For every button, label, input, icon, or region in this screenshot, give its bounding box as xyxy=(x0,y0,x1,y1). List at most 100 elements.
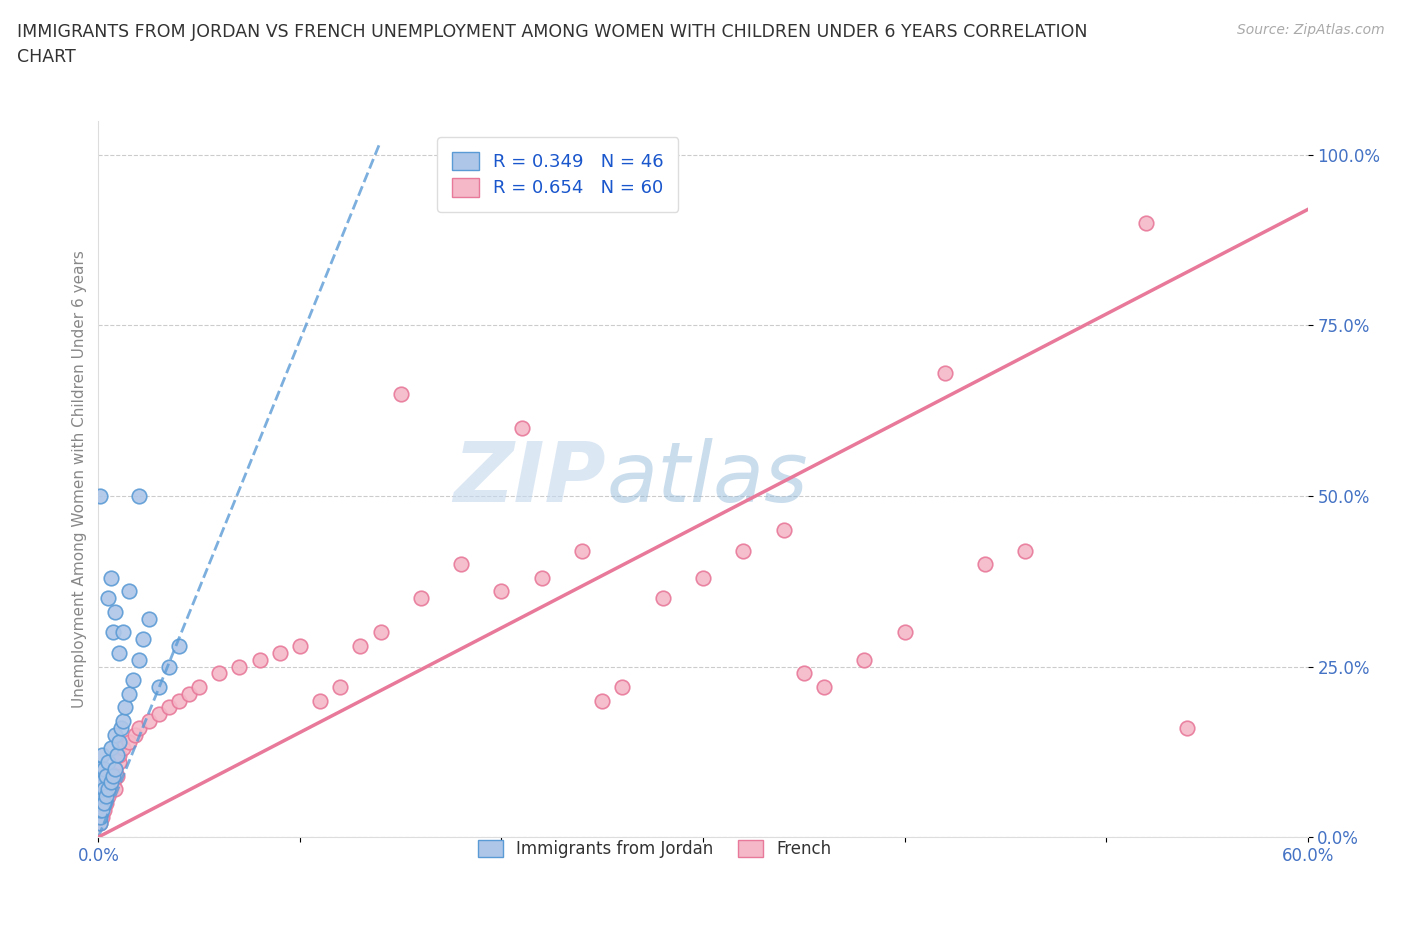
Immigrants from Jordan xyxy=(105,748,128,763)
Immigrants from Jordan xyxy=(89,816,111,830)
French xyxy=(96,795,118,810)
French xyxy=(97,789,120,804)
French xyxy=(167,693,190,708)
French xyxy=(188,680,211,695)
French xyxy=(491,584,513,599)
Immigrants from Jordan xyxy=(91,748,114,763)
Immigrants from Jordan xyxy=(101,625,124,640)
Immigrants from Jordan xyxy=(89,809,111,824)
French xyxy=(107,748,129,763)
French xyxy=(100,782,122,797)
Immigrants from Jordan xyxy=(89,795,111,810)
French xyxy=(101,775,124,790)
French xyxy=(91,789,114,804)
French xyxy=(96,775,118,790)
French xyxy=(329,680,352,695)
French xyxy=(93,782,115,797)
French xyxy=(269,645,291,660)
Immigrants from Jordan xyxy=(128,488,150,503)
French xyxy=(228,659,250,674)
Immigrants from Jordan xyxy=(89,803,111,817)
Immigrants from Jordan xyxy=(103,727,125,742)
Immigrants from Jordan xyxy=(138,611,160,626)
Immigrants from Jordan xyxy=(121,672,143,687)
French xyxy=(91,803,114,817)
French xyxy=(389,386,412,401)
French xyxy=(249,652,271,667)
French xyxy=(692,570,714,585)
Immigrants from Jordan xyxy=(100,741,122,756)
Immigrants from Jordan xyxy=(157,659,180,674)
Immigrants from Jordan xyxy=(148,680,170,695)
French xyxy=(1014,543,1036,558)
French xyxy=(124,727,146,742)
Immigrants from Jordan xyxy=(107,734,129,749)
French xyxy=(934,365,956,380)
Immigrants from Jordan xyxy=(167,639,190,654)
French xyxy=(612,680,634,695)
Immigrants from Jordan xyxy=(100,775,122,790)
French xyxy=(105,768,128,783)
French xyxy=(89,816,111,830)
Immigrants from Jordan xyxy=(103,762,125,777)
French xyxy=(128,721,150,736)
French xyxy=(772,523,794,538)
French xyxy=(651,591,673,605)
French xyxy=(530,570,553,585)
Immigrants from Jordan xyxy=(89,789,111,804)
Immigrants from Jordan xyxy=(89,488,111,503)
Legend: Immigrants from Jordan, French: Immigrants from Jordan, French xyxy=(464,827,845,871)
Immigrants from Jordan xyxy=(97,782,120,797)
French xyxy=(107,754,129,769)
French xyxy=(591,693,613,708)
French xyxy=(409,591,432,605)
French xyxy=(148,707,170,722)
French xyxy=(118,734,141,749)
French xyxy=(1135,216,1157,231)
French xyxy=(89,809,111,824)
French xyxy=(733,543,755,558)
Immigrants from Jordan xyxy=(96,789,118,804)
Text: atlas: atlas xyxy=(606,438,808,520)
Text: IMMIGRANTS FROM JORDAN VS FRENCH UNEMPLOYMENT AMONG WOMEN WITH CHILDREN UNDER 6 : IMMIGRANTS FROM JORDAN VS FRENCH UNEMPLO… xyxy=(17,23,1087,66)
French xyxy=(974,557,997,572)
French xyxy=(157,700,180,715)
Immigrants from Jordan xyxy=(93,762,115,777)
French xyxy=(179,686,201,701)
French xyxy=(450,557,472,572)
Immigrants from Jordan xyxy=(118,584,141,599)
French xyxy=(571,543,593,558)
French xyxy=(349,639,371,654)
French xyxy=(111,741,134,756)
Immigrants from Jordan xyxy=(114,700,136,715)
Text: Source: ZipAtlas.com: Source: ZipAtlas.com xyxy=(1237,23,1385,37)
French xyxy=(93,803,115,817)
Immigrants from Jordan xyxy=(107,645,129,660)
Immigrants from Jordan xyxy=(118,686,141,701)
French xyxy=(91,809,114,824)
French xyxy=(103,762,125,777)
Immigrants from Jordan xyxy=(111,625,134,640)
French xyxy=(97,768,120,783)
Immigrants from Jordan xyxy=(101,768,124,783)
French xyxy=(208,666,231,681)
Text: ZIP: ZIP xyxy=(454,438,606,520)
Immigrants from Jordan xyxy=(96,768,118,783)
French xyxy=(288,639,311,654)
Immigrants from Jordan xyxy=(103,604,125,619)
French xyxy=(813,680,835,695)
Immigrants from Jordan xyxy=(97,754,120,769)
Immigrants from Jordan xyxy=(97,591,120,605)
French xyxy=(893,625,915,640)
Immigrants from Jordan xyxy=(89,762,111,777)
French xyxy=(103,782,125,797)
Immigrants from Jordan xyxy=(132,631,155,646)
Immigrants from Jordan xyxy=(89,782,111,797)
Immigrants from Jordan xyxy=(128,652,150,667)
Immigrants from Jordan xyxy=(100,570,122,585)
Immigrants from Jordan xyxy=(91,789,114,804)
Y-axis label: Unemployment Among Women with Children Under 6 years: Unemployment Among Women with Children U… xyxy=(72,250,87,708)
French xyxy=(138,713,160,728)
French xyxy=(510,420,533,435)
Immigrants from Jordan xyxy=(110,721,132,736)
